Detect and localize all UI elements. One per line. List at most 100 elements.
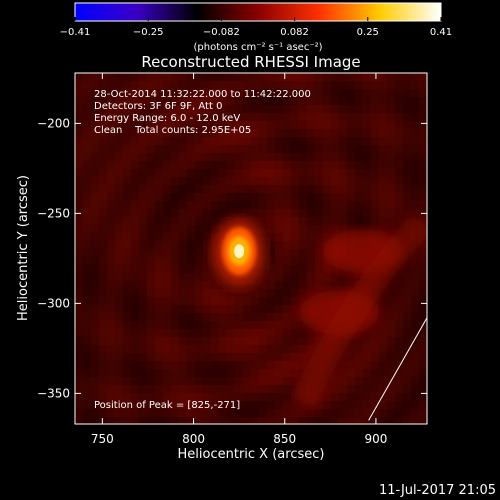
heatmap-cell xyxy=(371,417,379,424)
heatmap-cell xyxy=(251,313,259,321)
heatmap-cell xyxy=(347,393,355,401)
heatmap-cell xyxy=(203,97,211,105)
heatmap-cell xyxy=(99,105,107,113)
heatmap-cell xyxy=(331,393,339,401)
heatmap-cell xyxy=(99,305,107,313)
heatmap-cell xyxy=(363,121,371,129)
heatmap-cell xyxy=(315,73,323,81)
heatmap-cell xyxy=(283,129,291,137)
heatmap-cell xyxy=(419,129,427,137)
heatmap-cell xyxy=(355,361,363,369)
heatmap-cell xyxy=(419,265,427,273)
heatmap-cell xyxy=(267,201,275,209)
heatmap-cell xyxy=(147,361,155,369)
heatmap-cell xyxy=(235,353,243,361)
heatmap-cell xyxy=(115,369,123,377)
heatmap-cell xyxy=(403,401,411,409)
heatmap-cell xyxy=(163,353,171,361)
heatmap-cell xyxy=(387,401,395,409)
heatmap-cell xyxy=(387,393,395,401)
heatmap-cell xyxy=(219,369,227,377)
heatmap-cell xyxy=(363,137,371,145)
heatmap-cell xyxy=(243,305,251,313)
heatmap-cell xyxy=(203,393,211,401)
heatmap-cell xyxy=(403,121,411,129)
heatmap-cell xyxy=(211,113,219,121)
heatmap-cell xyxy=(107,153,115,161)
heatmap-cell xyxy=(291,169,299,177)
heatmap-cell xyxy=(195,321,203,329)
heatmap-cell xyxy=(315,161,323,169)
heatmap-cell xyxy=(227,153,235,161)
heatmap-cell xyxy=(123,161,131,169)
heatmap-cell xyxy=(275,305,283,313)
heatmap-cell xyxy=(323,97,331,105)
heatmap-cell xyxy=(339,369,347,377)
heatmap-cell xyxy=(307,353,315,361)
heatmap-cell xyxy=(299,361,307,369)
heatmap-cell xyxy=(171,353,179,361)
heatmap-cell xyxy=(339,89,347,97)
heatmap-cell xyxy=(411,177,419,185)
heatmap-cell xyxy=(99,265,107,273)
heatmap-cell xyxy=(411,105,419,113)
heatmap-cell xyxy=(211,129,219,137)
heatmap-cell xyxy=(411,297,419,305)
heatmap-cell xyxy=(107,337,115,345)
heatmap-cell xyxy=(123,113,131,121)
heatmap-cell xyxy=(395,177,403,185)
heatmap-cell xyxy=(291,401,299,409)
heatmap-cell xyxy=(203,321,211,329)
heatmap-cell xyxy=(243,393,251,401)
heatmap-cell xyxy=(275,257,283,265)
heatmap-cell xyxy=(307,161,315,169)
heatmap-cell xyxy=(91,153,99,161)
heatmap-cell xyxy=(235,121,243,129)
heatmap-cell xyxy=(203,281,211,289)
heatmap-cell xyxy=(315,145,323,153)
heatmap-cell xyxy=(283,233,291,241)
heatmap-cell xyxy=(315,81,323,89)
heatmap-cell xyxy=(83,233,91,241)
heatmap-cell xyxy=(283,361,291,369)
heatmap-cell xyxy=(267,345,275,353)
heatmap-cell xyxy=(291,281,299,289)
heatmap-cell xyxy=(395,209,403,217)
heatmap-cell xyxy=(379,385,387,393)
heatmap-cell xyxy=(387,201,395,209)
heatmap-cell xyxy=(395,393,403,401)
heatmap-cell xyxy=(275,113,283,121)
heatmap-cell xyxy=(155,201,163,209)
heatmap-cell xyxy=(395,105,403,113)
heatmap-cell xyxy=(371,89,379,97)
heatmap-cell xyxy=(99,169,107,177)
heatmap-cell xyxy=(267,353,275,361)
heatmap-cell xyxy=(411,265,419,273)
chart-title: Reconstructed RHESSI Image xyxy=(141,53,360,71)
heatmap-cell xyxy=(147,345,155,353)
heatmap-cell xyxy=(291,89,299,97)
heatmap-cell xyxy=(211,337,219,345)
heatmap-cell xyxy=(219,401,227,409)
heatmap-cell xyxy=(379,169,387,177)
heatmap-cell xyxy=(355,417,363,424)
heatmap-cell xyxy=(147,417,155,424)
heatmap-cell xyxy=(387,225,395,233)
heatmap-cell xyxy=(171,337,179,345)
limb-emission-band xyxy=(291,213,427,408)
heatmap-cell xyxy=(187,369,195,377)
heatmap-cell xyxy=(275,129,283,137)
heatmap-cell xyxy=(355,369,363,377)
heatmap-cell xyxy=(251,417,259,424)
heatmap-cell xyxy=(267,417,275,424)
heatmap-cell xyxy=(419,153,427,161)
x-tick-label: 750 xyxy=(91,432,114,446)
heatmap-cell xyxy=(227,305,235,313)
heatmap-cell xyxy=(251,329,259,337)
heatmap-cell xyxy=(107,113,115,121)
heatmap-cell xyxy=(395,201,403,209)
heatmap-cell xyxy=(411,273,419,281)
x-tick-label: 800 xyxy=(182,432,205,446)
heatmap-cell xyxy=(315,201,323,209)
heatmap-cell xyxy=(283,265,291,273)
